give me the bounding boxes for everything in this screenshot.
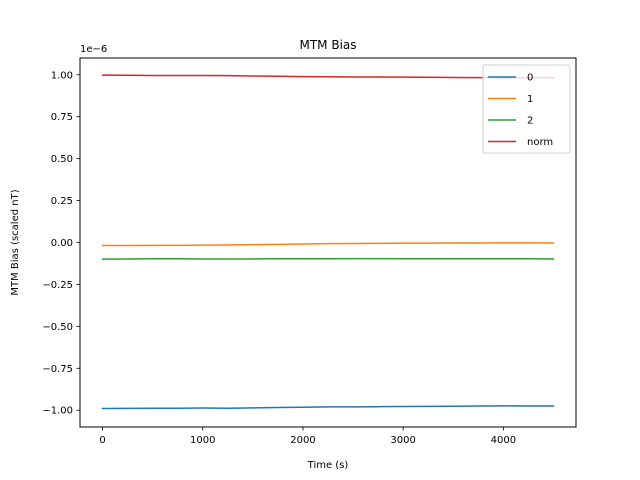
series-layer <box>101 74 555 410</box>
series-line-2 <box>101 257 555 260</box>
y-tick-label: −0.25 <box>42 280 73 291</box>
y-tick-label: −0.50 <box>42 322 73 333</box>
x-tick-label: 3000 <box>390 435 415 446</box>
y-tick-label: 0.25 <box>51 196 73 207</box>
y-tick-label: −0.75 <box>42 364 73 375</box>
y-tick-label: 0.75 <box>51 112 73 123</box>
legend-box <box>482 64 571 154</box>
y-tick-label: 0.00 <box>51 238 73 249</box>
legend: 0 1 2 norm <box>482 64 571 154</box>
series-line-1 <box>101 242 555 247</box>
y-tick-label: −1.00 <box>42 406 73 417</box>
y-tick-label: 0.50 <box>51 154 73 165</box>
x-axis: 0 1000 2000 3000 4000 <box>99 427 516 446</box>
x-tick-label: 4000 <box>491 435 516 446</box>
legend-label-0: 0 <box>527 73 533 84</box>
y-tick-label: 1.00 <box>51 70 73 81</box>
series-line-0 <box>101 405 555 410</box>
legend-label-norm: norm <box>527 137 553 148</box>
y-axis: −1.00 −0.75 −0.50 −0.25 0.00 0.25 0.50 0.75 1.00 <box>42 70 80 417</box>
x-axis-label: Time (s) <box>307 460 349 471</box>
legend-label-1: 1 <box>527 94 533 105</box>
x-tick-label: 0 <box>99 435 105 446</box>
series-line-norm <box>101 74 555 79</box>
x-tick-label: 2000 <box>290 435 315 446</box>
legend-label-2: 2 <box>527 116 533 127</box>
x-tick-label: 1000 <box>190 435 215 446</box>
chart-title: MTM Bias <box>299 38 356 52</box>
y-axis-label: MTM Bias (scaled nT) <box>10 189 21 295</box>
y-offset-label: 1e−6 <box>80 44 107 55</box>
